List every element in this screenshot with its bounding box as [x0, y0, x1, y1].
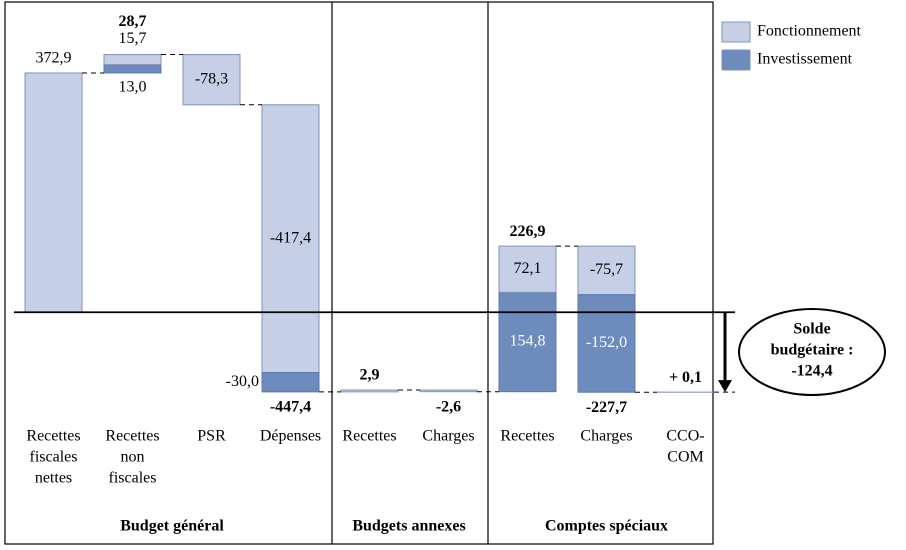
arrow-head — [718, 380, 732, 393]
legend-label: Investissement — [757, 51, 853, 68]
solde-label: budgétaire : — [771, 342, 854, 359]
x-tick-label: Recettes — [500, 428, 554, 445]
value-label: 13,0 — [119, 79, 147, 96]
group-label: Budget général — [120, 518, 224, 535]
frame — [4, 1, 714, 545]
x-tick-label: non — [121, 449, 145, 466]
solde-value: -124,4 — [791, 363, 832, 380]
x-tick-label: Recettes — [342, 428, 396, 445]
value-label: -30,0 — [226, 373, 259, 390]
value-label: 15,7 — [119, 30, 147, 47]
value-label: -417,4 — [270, 229, 311, 246]
total-label: -227,7 — [586, 399, 627, 416]
group-label: Comptes spéciaux — [545, 518, 668, 535]
bar-segment — [498, 245, 557, 293]
x-tick-label: Charges — [422, 428, 474, 445]
bar-segment — [103, 54, 162, 66]
bar-segment — [103, 64, 162, 74]
x-tick-label: COM — [667, 449, 703, 466]
solde-label: Solde — [793, 321, 830, 338]
total-label: + 0,1 — [669, 369, 702, 386]
legend-swatch — [721, 49, 751, 71]
value-label: 154,8 — [510, 333, 546, 350]
x-tick-label: CCO- — [666, 428, 704, 445]
bar-segment — [498, 291, 557, 393]
value-label: 72,1 — [514, 260, 542, 277]
bar-segment — [577, 294, 636, 393]
x-tick-label: Dépenses — [260, 428, 321, 445]
x-tick-label: nettes — [35, 470, 72, 487]
x-tick-label: fiscales — [30, 449, 78, 466]
bar-segment — [182, 54, 241, 106]
x-tick-label: PSR — [197, 428, 226, 445]
bar-segment — [261, 104, 320, 374]
group-label: Budgets annexes — [352, 518, 465, 535]
value-label: -78,3 — [195, 70, 228, 87]
bar-segment — [24, 72, 83, 313]
value-label: -75,7 — [590, 261, 623, 278]
bar-segment — [261, 372, 320, 393]
bar-segment — [419, 389, 478, 393]
legend-swatch — [721, 21, 751, 43]
total-label: 226,9 — [510, 223, 546, 240]
total-label: 28,7 — [119, 13, 147, 30]
total-label: -447,4 — [270, 399, 311, 416]
bar-segment — [577, 245, 636, 296]
x-tick-label: Recettes — [105, 428, 159, 445]
total-label: 2,9 — [360, 367, 380, 384]
bar-segment — [340, 389, 399, 393]
legend-label: Fonctionnement — [757, 23, 862, 40]
total-label: -2,6 — [436, 398, 461, 415]
x-tick-label: Charges — [580, 428, 632, 445]
value-label: -152,0 — [586, 334, 627, 351]
x-tick-label: fiscales — [109, 470, 157, 487]
value-label: 372,9 — [36, 50, 72, 67]
solde-bubble — [738, 308, 886, 396]
x-tick-label: Recettes — [26, 428, 80, 445]
